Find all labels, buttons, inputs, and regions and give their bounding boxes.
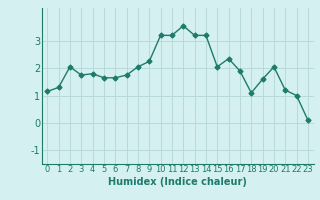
- X-axis label: Humidex (Indice chaleur): Humidex (Indice chaleur): [108, 177, 247, 187]
